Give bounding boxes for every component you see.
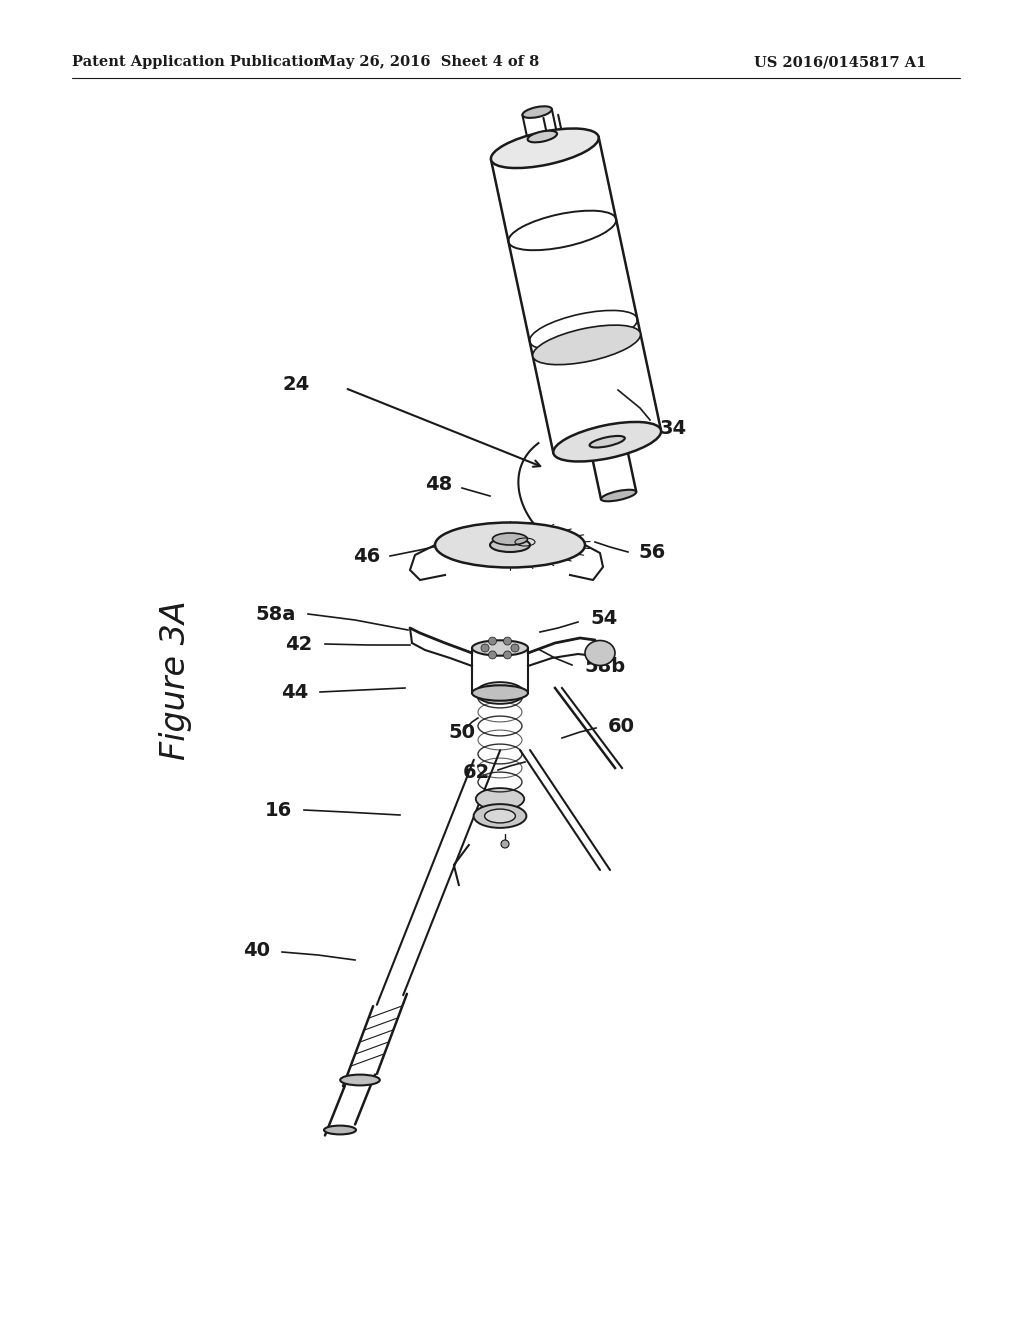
Ellipse shape	[585, 640, 615, 665]
Text: 58a: 58a	[256, 605, 296, 623]
Circle shape	[488, 651, 497, 659]
Text: Patent Application Publication: Patent Application Publication	[72, 55, 324, 69]
Ellipse shape	[324, 1126, 356, 1134]
Text: 48: 48	[425, 474, 452, 494]
Ellipse shape	[476, 788, 524, 810]
Ellipse shape	[527, 131, 557, 143]
Text: 44: 44	[281, 682, 308, 701]
Ellipse shape	[490, 539, 530, 552]
Ellipse shape	[472, 640, 528, 656]
Circle shape	[481, 644, 489, 652]
Ellipse shape	[522, 107, 552, 117]
Ellipse shape	[590, 436, 625, 447]
Text: 40: 40	[243, 940, 270, 960]
Circle shape	[504, 651, 512, 659]
Ellipse shape	[340, 1074, 380, 1085]
Ellipse shape	[553, 422, 662, 462]
Ellipse shape	[473, 804, 526, 828]
Ellipse shape	[472, 685, 528, 701]
Text: US 2016/0145817 A1: US 2016/0145817 A1	[754, 55, 926, 69]
Text: 54: 54	[590, 610, 617, 628]
Text: 34: 34	[660, 418, 687, 437]
Text: 56: 56	[638, 543, 666, 561]
Circle shape	[501, 840, 509, 847]
Ellipse shape	[435, 523, 585, 568]
Ellipse shape	[476, 682, 524, 704]
Text: 62: 62	[463, 763, 490, 781]
Ellipse shape	[601, 490, 636, 502]
Text: 60: 60	[608, 717, 635, 735]
Text: Figure 3A: Figure 3A	[159, 601, 191, 760]
Text: 42: 42	[285, 635, 312, 653]
Ellipse shape	[493, 533, 527, 545]
Ellipse shape	[490, 128, 599, 168]
Text: 46: 46	[352, 546, 380, 565]
Ellipse shape	[484, 809, 515, 822]
Text: May 26, 2016  Sheet 4 of 8: May 26, 2016 Sheet 4 of 8	[321, 55, 540, 69]
Circle shape	[511, 644, 519, 652]
Circle shape	[488, 638, 497, 645]
Text: 50: 50	[449, 722, 475, 742]
Circle shape	[504, 638, 512, 645]
Text: 16: 16	[265, 800, 292, 820]
Text: 24: 24	[283, 375, 310, 395]
Text: 58b: 58b	[584, 656, 625, 676]
Ellipse shape	[532, 325, 640, 364]
